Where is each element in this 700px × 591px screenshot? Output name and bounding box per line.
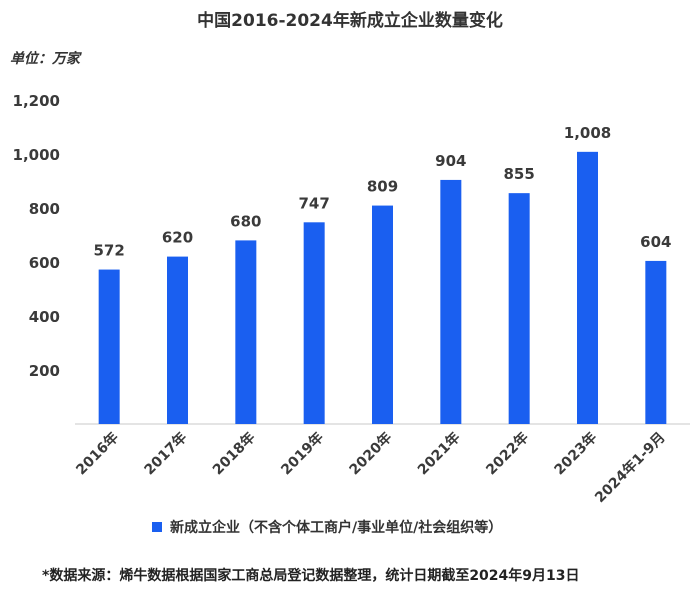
x-tick-label: 2024年1-9月 [591,429,668,506]
legend-label: 新成立企业（不含个体工商户/事业单位/社会组织等） [170,520,503,536]
bar [577,151,598,424]
data-label: 680 [230,212,261,230]
bar [645,260,667,424]
y-tick-label: 800 [29,200,60,218]
x-tick-label: 2017年 [141,429,190,478]
x-tick-label: 2016年 [73,429,122,478]
bar [235,240,257,424]
chart-title: 中国2016-2024年新成立企业数量变化 [197,11,503,31]
y-tick-label: 400 [29,308,60,326]
x-tick-label: 2021年 [414,429,463,478]
bar [303,222,325,424]
data-label: 809 [367,178,398,196]
y-tick-label: 1,000 [13,146,60,164]
bar [508,193,530,424]
data-label: 1,008 [564,124,611,142]
bar [440,179,462,424]
legend: 新成立企业（不含个体工商户/事业单位/社会组织等） [152,517,502,537]
x-tick-label: 2020年 [346,429,395,478]
unit-label: 单位：万家 [10,51,80,67]
data-label: 855 [504,165,535,183]
bar [372,205,393,424]
data-label: 747 [299,194,330,212]
bar [98,269,120,424]
data-label: 620 [162,229,193,247]
y-tick-label: 600 [29,254,60,272]
x-tick-label: 2019年 [278,429,327,478]
data-label: 572 [94,242,125,260]
y-tick-label: 1,200 [13,92,60,110]
bar [167,256,188,424]
y-tick-label: 200 [29,362,60,380]
x-tick-label: 2022年 [483,429,532,478]
x-tick-label: 2018年 [209,429,258,478]
data-label: 604 [640,233,671,251]
legend-swatch [152,522,162,532]
x-tick-label: 2023年 [551,429,600,478]
source-note: *数据来源：烯牛数据根据国家工商总局登记数据整理，统计日期截至2024年9月13… [42,568,580,584]
data-label: 904 [435,152,466,170]
